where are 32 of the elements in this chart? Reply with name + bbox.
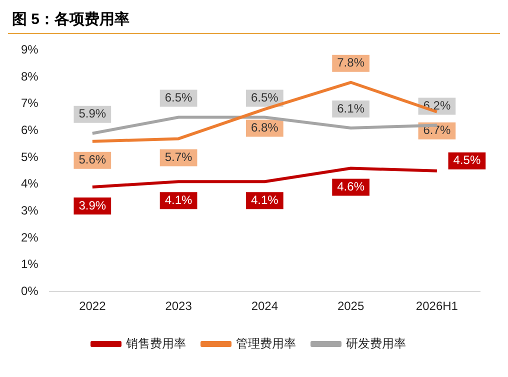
x-tick-label: 2022 [79, 299, 106, 314]
legend-label: 销售费用率 [125, 336, 186, 350]
x-tick-label: 2026H1 [416, 299, 458, 314]
data-label: 5.9% [78, 106, 106, 121]
y-tick-label: 2% [21, 230, 39, 244]
data-label: 6.5% [250, 90, 279, 105]
data-label: 6.8% [250, 120, 279, 135]
data-label: 5.7% [164, 150, 193, 164]
y-tick-label: 9% [21, 42, 39, 57]
legend-label: 研发费用率 [346, 336, 406, 350]
x-tick-label: 2024 [251, 299, 278, 314]
y-tick-label: 8% [21, 69, 39, 84]
data-label: 4.1% [164, 192, 193, 207]
data-label: 4.1% [250, 192, 279, 207]
x-tick-label: 2023 [165, 299, 192, 314]
y-tick-label: 0% [21, 284, 39, 298]
legend-label: 管理费用率 [236, 336, 296, 350]
data-label: 4.5% [453, 153, 481, 168]
y-tick-label: 5% [21, 150, 39, 164]
y-tick-label: 3% [21, 203, 39, 218]
chart-title: 图 5：各项费用率 [8, 8, 500, 34]
data-label: 6.1% [337, 101, 365, 116]
x-tick-label: 2025 [337, 299, 364, 314]
y-tick-label: 6% [21, 122, 39, 137]
data-label: 3.9% [78, 198, 106, 212]
data-label: 5.6% [78, 152, 106, 167]
y-tick-label: 7% [21, 96, 39, 110]
y-tick-label: 4% [21, 176, 39, 191]
data-label: 6.5% [164, 90, 193, 105]
data-label: 4.6% [337, 180, 365, 194]
y-tick-label: 1% [21, 257, 39, 272]
data-label: 7.8% [337, 56, 365, 70]
